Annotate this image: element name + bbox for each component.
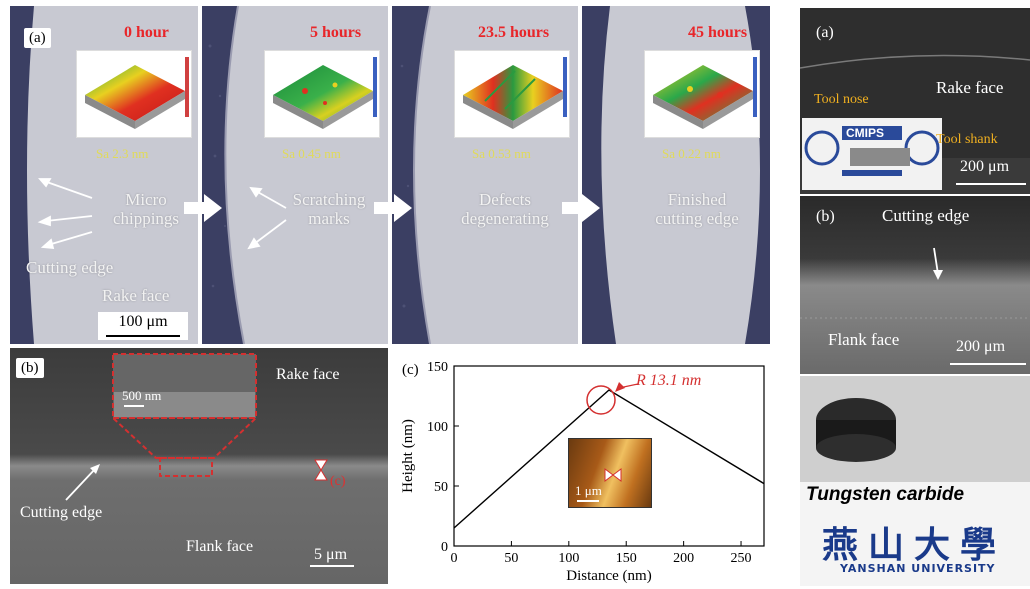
frame-3-time: 23.5 hours xyxy=(478,24,550,41)
rake-face-label: Rake face xyxy=(102,286,170,305)
arrow-right-icon xyxy=(562,194,600,222)
x-tick-label: 150 xyxy=(616,551,637,566)
chart-panel-label: (c) xyxy=(402,362,419,378)
university-name-en: YANSHAN UNIVERSITY xyxy=(840,562,996,575)
height-profile-chart: 0 50 100 150 200 250 0 50 100 150 Distance (nm) Hei… xyxy=(392,350,772,584)
y-tick-label: 150 xyxy=(427,360,448,375)
cutting-edge-label: Cutting edge xyxy=(882,206,970,225)
frame-2-sa: Sa 0.45 nm xyxy=(282,146,341,161)
x-tick-label: 200 xyxy=(673,551,694,566)
inset-scale-label: 500 nm xyxy=(122,388,162,403)
x-tick-label: 100 xyxy=(558,551,579,566)
x-tick-label: 50 xyxy=(504,551,518,566)
chart-svg: 0 50 100 150 200 250 0 50 100 150 Distance (nm) Hei… xyxy=(400,360,765,584)
surface-map-23-5h xyxy=(454,50,570,138)
sem-image: (b) 500 nm Rake face (c) Cutting edge Fl… xyxy=(10,348,388,584)
flank-face-label: Flank face xyxy=(186,538,254,555)
optical-micrograph-strip: (a) 0 hour 5 hours 23.5 hours 45 hours xyxy=(10,6,770,344)
arrow-right-icon xyxy=(374,194,412,222)
x-tick-label: 250 xyxy=(731,551,752,566)
rake-face-label: Rake face xyxy=(276,366,340,383)
edge-bands xyxy=(10,6,770,344)
scale-bar-200um-a: 200 μm xyxy=(960,158,1010,175)
y-tick-label: 50 xyxy=(434,480,448,495)
y-tick-label: 0 xyxy=(441,540,448,555)
radius-pointer-head xyxy=(615,382,625,392)
afm-inset: 1 μm xyxy=(568,438,652,508)
c-marker-label: (c) xyxy=(330,474,346,489)
cutting-edge-label: Cutting edge xyxy=(20,504,103,521)
scale-bar-5um: 5 μm xyxy=(314,546,348,563)
y-tick-label: 100 xyxy=(427,420,448,435)
frame-3-sa: Sa 0.53 nm xyxy=(472,146,531,161)
arrow-right-icon xyxy=(184,194,222,222)
panel-label-a: (a) xyxy=(24,28,51,48)
y-axis-label: Height (nm) xyxy=(400,419,416,493)
x-tick-label: 0 xyxy=(451,551,458,566)
cmips-logo: CMIPS xyxy=(802,118,942,190)
plot-frame xyxy=(453,365,765,547)
tool-flank-face-image: (b) Cutting edge Flank face 200 μm xyxy=(800,196,1030,374)
frame-4-time: 45 hours xyxy=(688,24,748,41)
scale-bar-200um-b: 200 μm xyxy=(956,338,1006,355)
frame-2-time: 5 hours xyxy=(310,24,362,41)
x-axis-label: Distance (nm) xyxy=(566,568,651,584)
rake-face-label: Rake face xyxy=(936,78,1004,97)
afm-scale-label: 1 μm xyxy=(575,483,602,498)
frame-1-time: 0 hour xyxy=(124,24,169,41)
material-label: Tungsten carbide xyxy=(806,484,965,505)
apex-radius-circle xyxy=(586,385,616,415)
surface-map-45h xyxy=(644,50,760,138)
frame-4-note: Finished cutting edge xyxy=(655,190,739,228)
surface-map-5h xyxy=(264,50,380,138)
tool-shank-label: Tool shank xyxy=(936,132,998,147)
radius-annotation: R 13.1 nm xyxy=(636,372,702,389)
panel-label-b: (b) xyxy=(16,358,44,378)
cmips-logo-text: CMIPS xyxy=(846,126,885,140)
cutting-edge-label: Cutting edge xyxy=(26,258,114,277)
frame-1-note: Micro chippings xyxy=(112,190,180,228)
frame-3-note: Defects degenerating xyxy=(461,190,549,228)
panel-label-b-right: (b) xyxy=(816,208,835,225)
panel-label-a-right: (a) xyxy=(816,24,834,41)
tungsten-carbide-photo: Tungsten carbide 燕山大學 YANSHAN UNIVERSITY xyxy=(800,376,1030,586)
scale-bar-100um: 100 μm xyxy=(98,312,188,340)
flank-face-label: Flank face xyxy=(828,330,900,349)
tool-nose-label: Tool nose xyxy=(814,92,869,107)
frame-2-note: Scratching marks xyxy=(292,190,366,228)
surface-map-0h xyxy=(76,50,192,138)
frame-4-sa: Sa 0.22 nm xyxy=(662,146,721,161)
tool-rake-face-image: (a) Rake face CMIPS Tool nose Tool shank… xyxy=(800,8,1030,194)
university-name-cn: 燕山大學 xyxy=(822,525,1007,566)
frame-1-sa: Sa 2.3 nm xyxy=(96,146,149,161)
